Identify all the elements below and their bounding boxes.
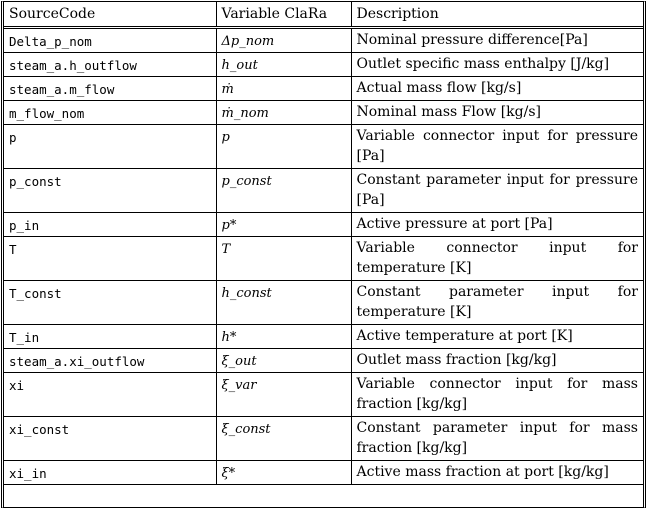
source-code-cell: xi: [4, 372, 217, 417]
description-cell: Nominal mass Flow [kg/s]: [350, 100, 643, 125]
variable-cell: Δp_nom: [215, 27, 352, 53]
description-cell: Outlet specific mass enthalpy [J/kg]: [350, 52, 643, 77]
source-code-cell: steam_a.xi_outflow: [4, 348, 217, 373]
description-cell: Active mass fraction at port [kg/kg]: [350, 460, 643, 485]
table-row: p_const p_const Constant parameter input…: [4, 168, 643, 213]
source-code-cell: steam_a.h_outflow: [4, 52, 217, 77]
variable-cell: p*: [215, 212, 352, 237]
description-cell: Actual mass flow [kg/s]: [350, 76, 643, 101]
source-code-cell: m_flow_nom: [4, 100, 217, 125]
table-row: xi_in ξ* Active mass fraction at port [k…: [4, 460, 643, 485]
variable-cell: ṁ: [215, 76, 352, 101]
description-cell: Outlet mass fraction [kg/kg]: [350, 348, 643, 373]
variable-cell: ξ_var: [215, 372, 352, 417]
variable-table: SourceCode Variable ClaRa Description De…: [4, 2, 643, 485]
source-code-cell: steam_a.m_flow: [4, 76, 217, 101]
table-row: steam_a.m_flow ṁ Actual mass flow [kg/s]: [4, 76, 643, 101]
table-row: steam_a.h_outflow h_out Outlet specific …: [4, 52, 643, 77]
header-variable-clara: Variable ClaRa: [215, 2, 352, 29]
table-row: xi ξ_var Variable connector input for ma…: [4, 372, 643, 417]
description-cell: Variable connector input for temperature…: [350, 236, 643, 281]
variable-cell: h*: [215, 324, 352, 349]
source-code-cell: xi_in: [4, 460, 217, 485]
source-code-cell: Delta_p_nom: [4, 27, 217, 53]
source-code-cell: T: [4, 236, 217, 281]
variable-cell: h_out: [215, 52, 352, 77]
description-cell: Variable connector input for mass fracti…: [350, 372, 643, 417]
table-row: T_in h* Active temperature at port [K]: [4, 324, 643, 349]
description-cell: Active temperature at port [K]: [350, 324, 643, 349]
variable-cell: ξ*: [215, 460, 352, 485]
variable-cell: ṁ_nom: [215, 100, 352, 125]
description-cell: Constant parameter input for temperature…: [350, 280, 643, 325]
table-row: T_const h_const Constant parameter input…: [4, 280, 643, 325]
description-cell: Constant parameter input for mass fracti…: [350, 416, 643, 461]
table-row: T T Variable connector input for tempera…: [4, 236, 643, 281]
variable-cell: ξ_const: [215, 416, 352, 461]
table-row: Delta_p_nom Δp_nom Nominal pressure diff…: [4, 27, 643, 53]
variable-cell: p: [215, 124, 352, 169]
source-code-cell: T_in: [4, 324, 217, 349]
description-cell: Constant parameter input for pressure [P…: [350, 168, 643, 213]
source-code-cell: T_const: [4, 280, 217, 325]
header-description: Description: [350, 2, 643, 29]
description-cell: Active pressure at port [Pa]: [350, 212, 643, 237]
header-row: SourceCode Variable ClaRa Description: [4, 2, 643, 29]
variable-cell: h_const: [215, 280, 352, 325]
description-cell: Variable connector input for pressure [P…: [350, 124, 643, 169]
table-row: p_in p* Active pressure at port [Pa]: [4, 212, 643, 237]
header-source-code: SourceCode: [4, 2, 217, 29]
table-row: steam_a.xi_outflow ξ_out Outlet mass fra…: [4, 348, 643, 373]
source-code-cell: xi_const: [4, 416, 217, 461]
source-code-cell: p_in: [4, 212, 217, 237]
source-code-cell: p_const: [4, 168, 217, 213]
variable-cell: p_const: [215, 168, 352, 213]
description-cell: Nominal pressure difference[Pa]: [350, 27, 643, 53]
table-row: p p Variable connector input for pressur…: [4, 124, 643, 169]
variable-cell: ξ_out: [215, 348, 352, 373]
source-code-cell: p: [4, 124, 217, 169]
table-row: xi_const ξ_const Constant parameter inpu…: [4, 416, 643, 461]
table-row: m_flow_nom ṁ_nom Nominal mass Flow [kg/s…: [4, 100, 643, 125]
variable-cell: T: [215, 236, 352, 281]
